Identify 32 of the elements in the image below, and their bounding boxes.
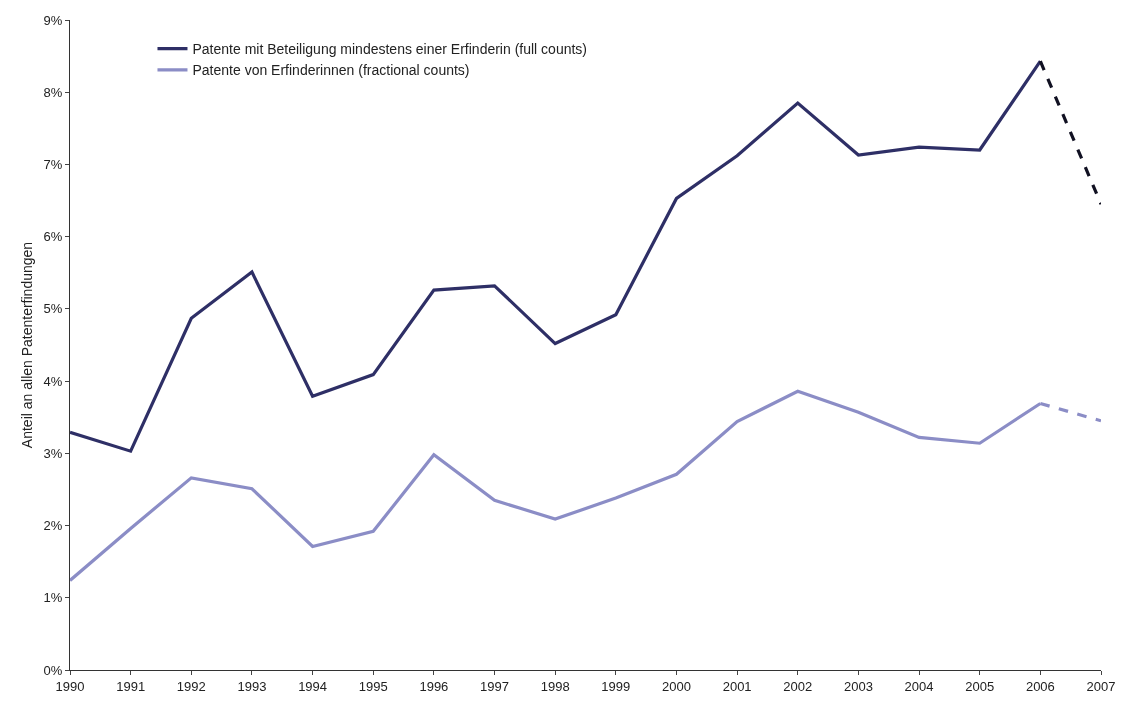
- y-tick-label: 5%: [43, 301, 63, 317]
- legend-label: Patente mit Beteiligung mindestens einer Erfinderin (full counts): [192, 41, 588, 58]
- x-tick-label: 1999: [601, 678, 631, 694]
- x-tick-label: 2001: [722, 678, 752, 694]
- x-tick-label: 2007: [1086, 678, 1116, 694]
- x-tick-label: 1995: [358, 678, 388, 694]
- x-tick-label: 2000: [662, 678, 691, 694]
- y-tick-label: 1%: [43, 590, 63, 606]
- x-tick-label: 1996: [419, 678, 449, 694]
- y-tick-label: 2%: [43, 518, 63, 534]
- x-tick-label: 1998: [540, 678, 570, 694]
- legend-label: Patente von Erfinderinnen (fractional counts): [192, 62, 470, 79]
- x-tick-label: 2002: [783, 678, 813, 694]
- y-tick-label: 9%: [43, 12, 63, 28]
- y-tick-label: 8%: [43, 84, 63, 100]
- line-series: [70, 59, 1042, 453]
- x-tick-label: 2005: [965, 678, 995, 694]
- x-tick-label: 1993: [237, 678, 267, 694]
- x-tick-label: 1992: [176, 678, 206, 694]
- x-tick-label: 2003: [843, 678, 873, 694]
- y-tick-label: 0%: [43, 662, 63, 678]
- y-axis-title: Anteil an allen Patenterfindungen: [19, 241, 35, 449]
- x-tick-label: 2006: [1025, 678, 1055, 694]
- x-tick-label: 1991: [116, 678, 146, 694]
- x-tick-label: 1994: [298, 678, 328, 694]
- y-tick-label: 6%: [43, 229, 63, 245]
- y-tick-label: 7%: [43, 156, 63, 172]
- y-tick-label: 3%: [43, 445, 63, 461]
- y-tick-label: 4%: [43, 373, 63, 389]
- x-tick-label: 1990: [55, 678, 85, 694]
- x-tick-label: 2004: [904, 678, 934, 694]
- x-tick-label: 1997: [480, 678, 509, 694]
